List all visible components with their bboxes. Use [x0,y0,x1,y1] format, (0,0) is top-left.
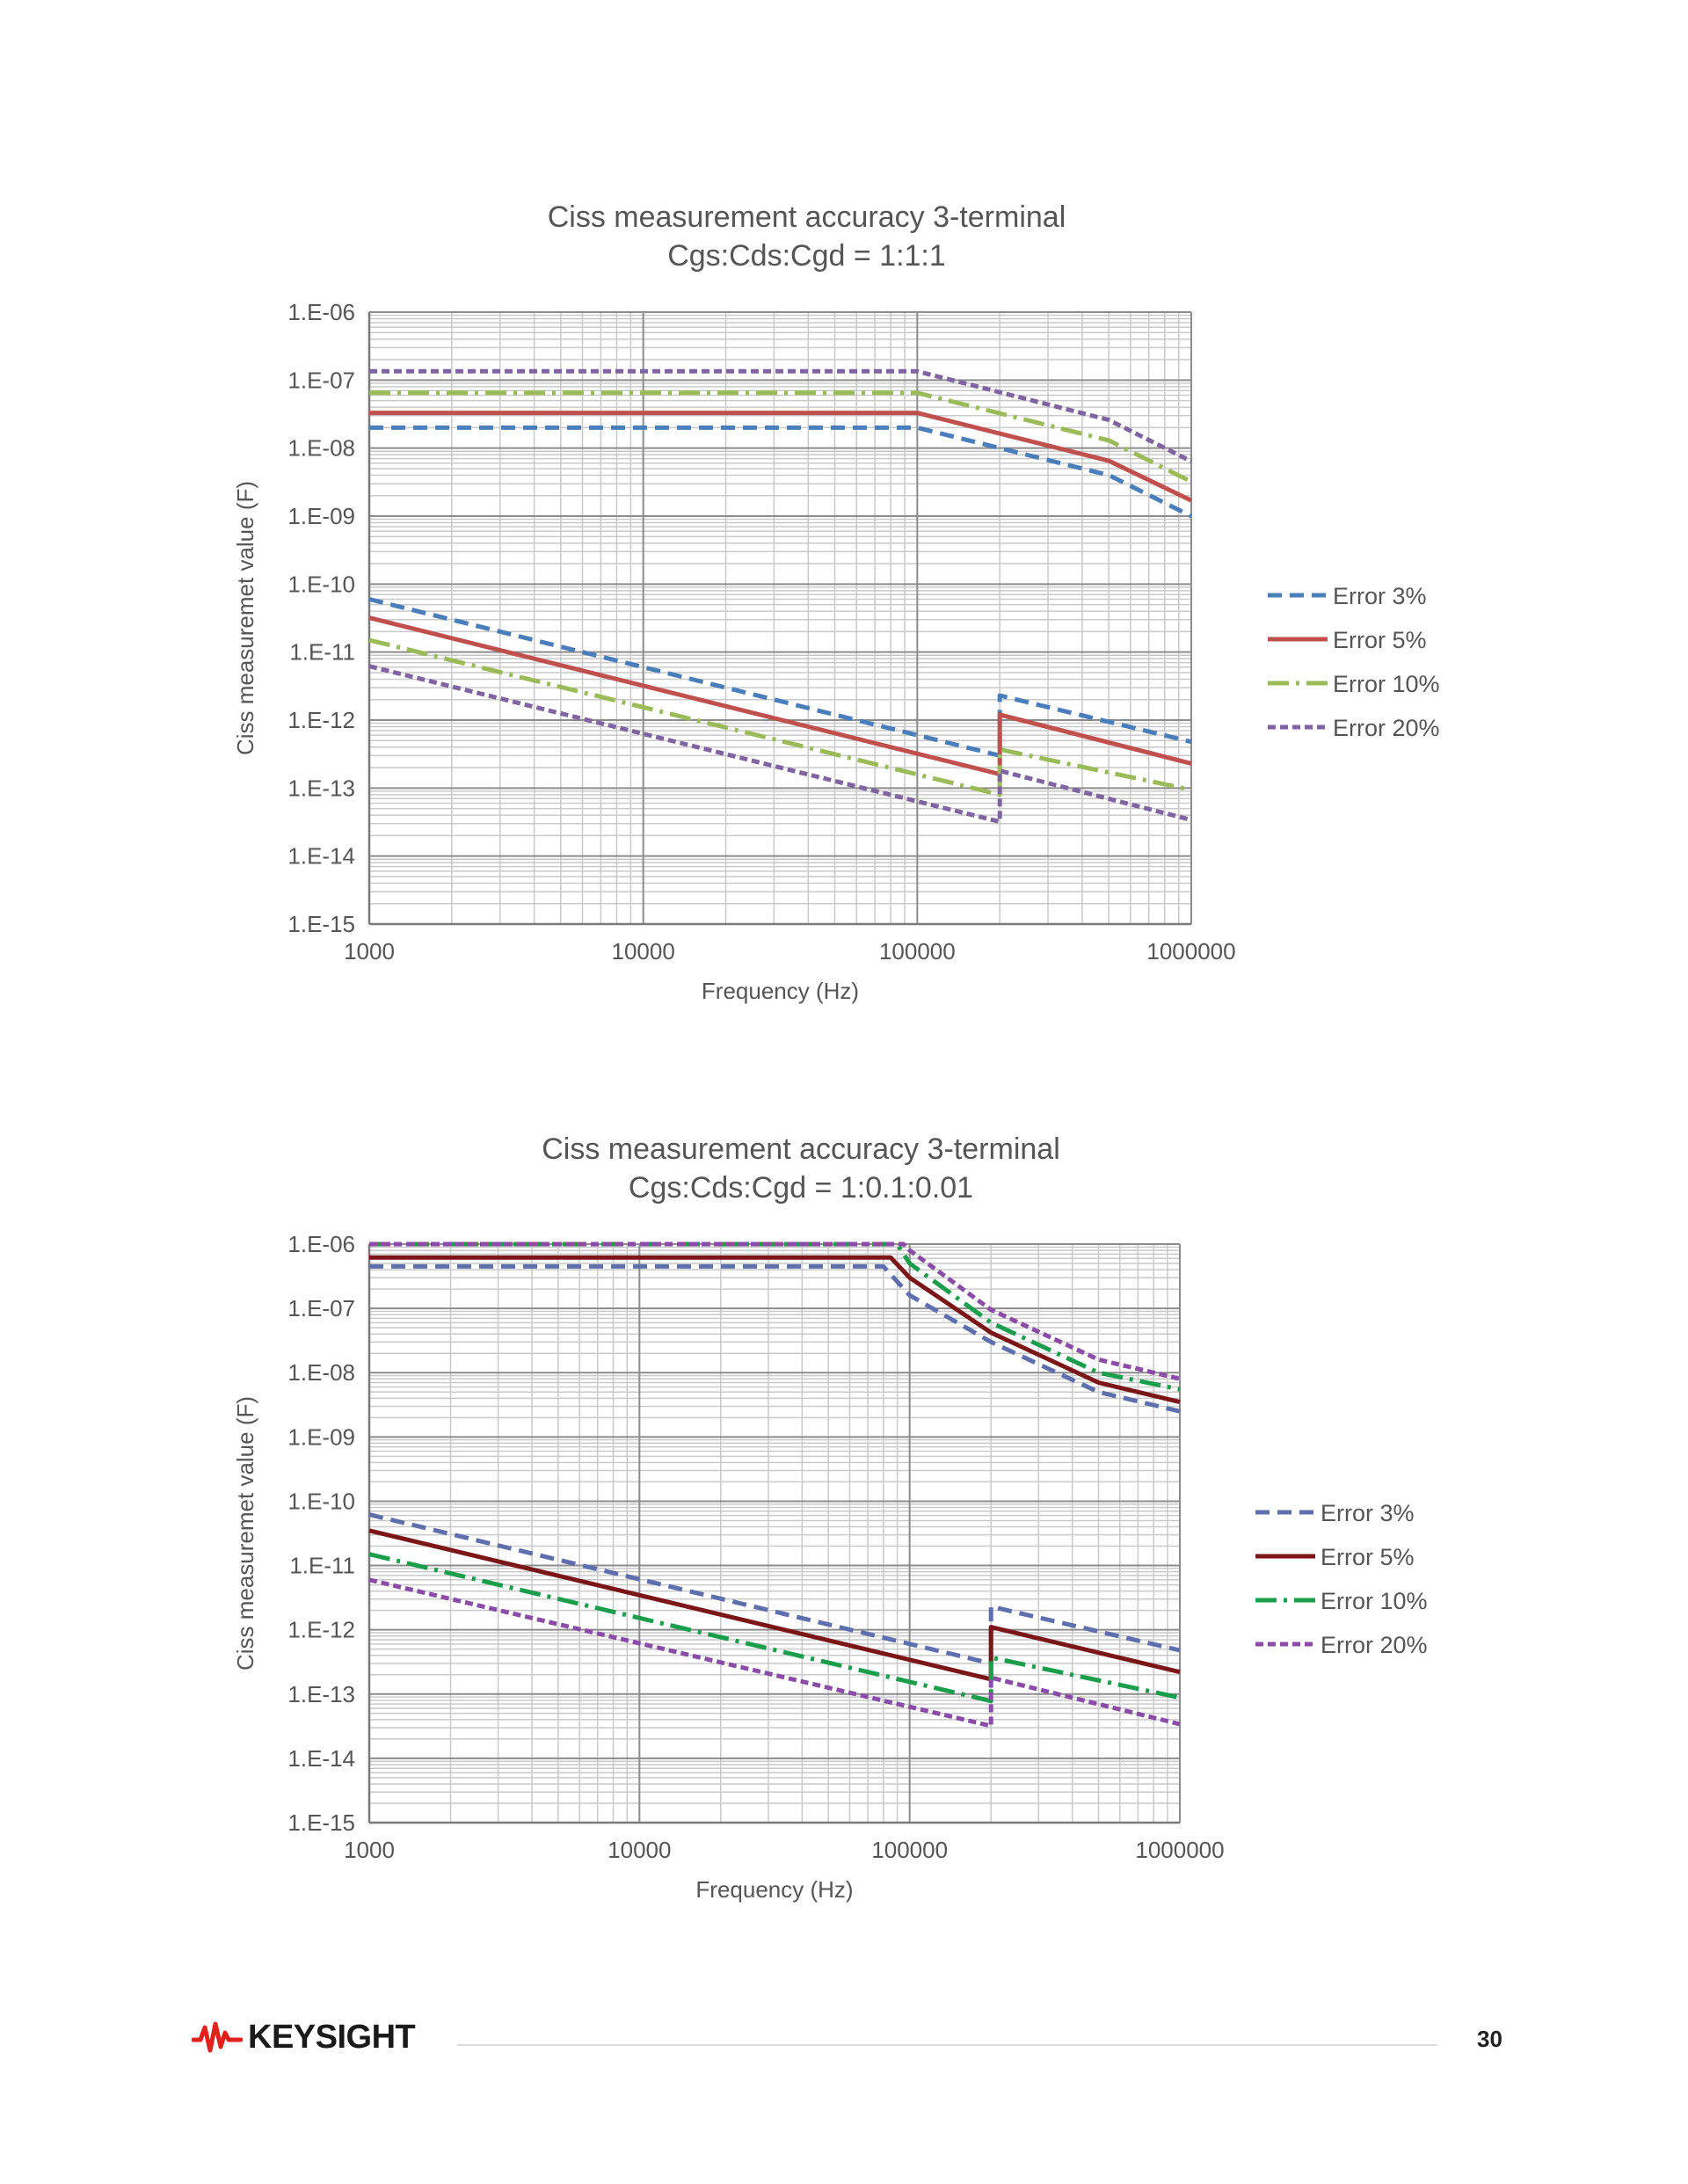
legend-item: Error 5% [1255,1544,1415,1570]
chart-title: Ciss measurement accuracy 3-terminal [542,1132,1060,1166]
y-tick-label: 1.E-15 [287,911,355,937]
legend-item: Error 10% [1255,1588,1428,1614]
x-tick-label: 10000 [612,938,675,965]
y-tick-label: 1.E-14 [287,1745,355,1772]
chart-title: Ciss measurement accuracy 3-terminal [548,200,1066,234]
chart-1: Ciss measurement accuracy 3-terminal Cgs:… [232,200,1440,1004]
legend-label: Error 3% [1321,1500,1415,1526]
legend-label: Error 20% [1333,715,1440,741]
series-line-lower [368,1552,1181,1704]
series-error-10- [368,390,1193,797]
chart-2: Ciss measurement accuracy 3-terminal Cgs:… [232,1132,1428,1903]
chart-subtitle: Cgs:Cds:Cgd = 1:1:1 [667,239,946,273]
y-tick-label: 1.E-11 [289,639,355,666]
keysight-wave-icon [192,2021,243,2052]
y-tick-label: 1.E-09 [287,503,355,529]
plot-grid [368,311,1192,925]
series-line-lower [368,637,1192,797]
series-line-upper [369,368,1193,463]
series-error-10- [368,1241,1181,1704]
legend-item: Error 3% [1255,1500,1415,1526]
legend-label: Error 5% [1333,627,1427,653]
legend-item: Error 10% [1268,671,1440,697]
x-tick-label: 1000 [344,1837,395,1863]
y-tick-label: 1.E-10 [287,1488,355,1514]
legend-label: Error 10% [1321,1588,1428,1614]
chart-subtitle: Cgs:Cds:Cgd = 1:0.1:0.01 [629,1171,973,1205]
legend-item: Error 5% [1268,627,1427,653]
series-line-lower [368,1528,1181,1682]
series-line-upper [369,411,1193,503]
legend-item: Error 20% [1268,715,1440,741]
series-line-upper [369,390,1193,484]
series-error-3- [368,1263,1181,1666]
legend-label: Error 20% [1321,1632,1428,1658]
series-error-3- [368,425,1193,758]
legend: Error 3% Error 5% Error 10% Error 20% [1255,1500,1428,1658]
series-line-upper [369,1255,1181,1405]
series-line-lower [368,664,1192,825]
legend-label: Error 5% [1321,1544,1415,1570]
series-error-5- [368,1255,1181,1682]
x-tick-label: 1000 [344,938,395,965]
plot-grid [368,1243,1181,1824]
y-tick-label: 1.E-06 [287,299,355,325]
footer-divider [457,2044,1437,2046]
x-axis-label: Frequency (Hz) [702,978,859,1004]
y-tick-label: 1.E-11 [289,1553,355,1579]
legend-item: Error 3% [1268,583,1427,609]
legend-label: Error 10% [1333,671,1440,697]
series-line-upper [369,1263,1181,1414]
x-tick-label: 100000 [871,1837,948,1863]
x-tick-label: 100000 [879,938,956,965]
series-error-5- [368,411,1193,776]
y-axis-label: Ciss measuremet value (F) [232,481,258,755]
x-tick-label: 1000000 [1135,1837,1224,1863]
series-error-20- [368,368,1193,825]
series-line-upper [369,425,1193,519]
y-tick-label: 1.E-14 [287,843,355,870]
series-line-lower [368,615,1192,776]
legend-label: Error 3% [1333,583,1427,609]
y-tick-label: 1.E-07 [287,1295,355,1321]
y-tick-label: 1.E-15 [287,1809,355,1836]
legend-item: Error 20% [1255,1632,1428,1658]
y-tick-label: 1.E-07 [287,367,355,393]
y-tick-label: 1.E-13 [287,775,355,801]
legend: Error 3% Error 5% Error 10% Error 20% [1268,583,1440,741]
series-error-20- [368,1241,1181,1729]
y-tick-label: 1.E-08 [287,435,355,462]
keysight-logo: KEYSIGHT [192,2019,416,2057]
y-tick-label: 1.E-06 [287,1231,355,1257]
x-tick-label: 1000000 [1146,938,1235,965]
y-tick-label: 1.E-10 [287,571,355,597]
series-line-upper [369,1241,1181,1381]
y-tick-label: 1.E-08 [287,1359,355,1386]
page-number: 30 [1477,2026,1502,2052]
brand-name: KEYSIGHT [248,2019,416,2056]
x-axis-label: Frequency (Hz) [695,1876,853,1903]
y-tick-label: 1.E-09 [287,1423,355,1450]
y-tick-label: 1.E-12 [287,1617,355,1643]
series-line-upper [369,1241,1181,1392]
y-tick-label: 1.E-12 [287,707,355,733]
y-tick-label: 1.E-13 [287,1681,355,1707]
y-axis-label: Ciss measuremet value (F) [232,1396,258,1671]
x-tick-label: 10000 [608,1837,671,1863]
